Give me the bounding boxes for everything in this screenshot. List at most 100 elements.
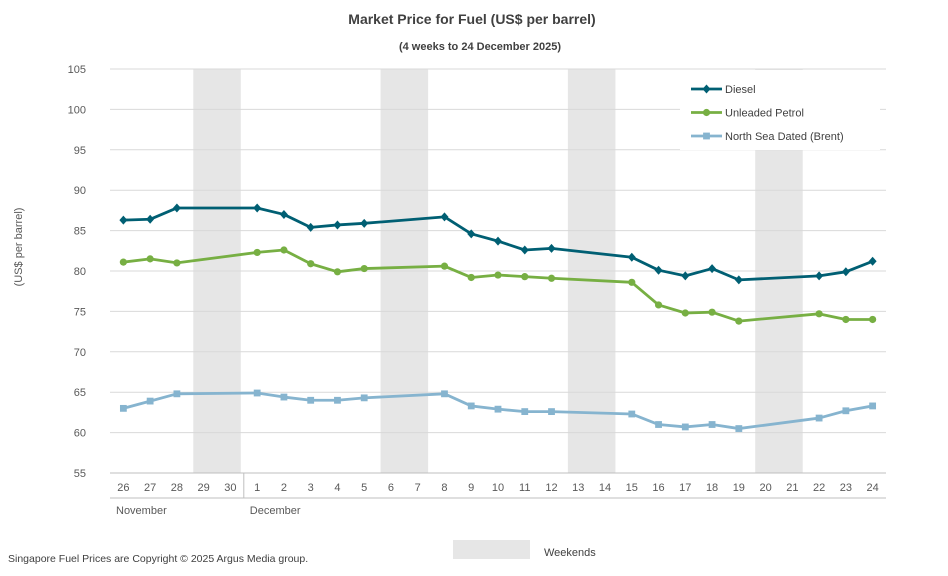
diesel-point: [702, 84, 711, 94]
brent-point: [467, 402, 475, 410]
petrol-point: [307, 260, 315, 268]
brent-point: [681, 423, 689, 431]
petrol-point: [547, 274, 556, 282]
brent-point: [735, 425, 743, 432]
diesel-point: [520, 245, 529, 255]
diesel-point: [681, 271, 690, 281]
petrol-point: [253, 248, 261, 257]
y-tick-label: 85: [74, 226, 86, 238]
diesel-point: [119, 215, 128, 225]
petrol-point: [869, 315, 877, 324]
legend-label: Diesel: [725, 84, 756, 96]
axes: 26 27 28 29 30 1 2 3 4 5 6 7 8 9 10 11 12 13 14 15 16 17 18 19 2…: [110, 472, 886, 517]
diesel-point: [146, 214, 155, 224]
series-group: [119, 203, 877, 285]
diesel-point: [333, 220, 342, 230]
weekend-legend-swatch: [453, 540, 530, 559]
legend-label: North Sea Dated (Brent): [725, 131, 844, 143]
y-tick-label: 100: [68, 104, 86, 116]
brent-point: [253, 389, 261, 397]
x-tick-label: 7: [415, 482, 421, 494]
diesel-point: [841, 267, 850, 277]
x-tick-label: 3: [308, 482, 314, 494]
brent-point: [628, 410, 636, 418]
petrol-point: [628, 278, 636, 286]
diesel-point: [360, 218, 369, 228]
series-group: [119, 389, 877, 432]
x-tick-label: 19: [733, 482, 745, 494]
petrol-point: [173, 259, 181, 267]
petrol-point: [842, 315, 850, 324]
petrol-point: [815, 310, 823, 318]
brent-point: [334, 396, 341, 404]
petrol-point: [735, 317, 743, 325]
diesel-point: [708, 264, 717, 274]
petrol-point: [702, 108, 711, 117]
x-tick-label: 1: [254, 482, 260, 494]
month-label: November: [116, 505, 167, 517]
brent-point: [307, 396, 315, 404]
x-tick-label: 24: [866, 482, 878, 494]
brent-point: [548, 408, 555, 415]
x-tick-label: 10: [492, 482, 504, 494]
brent-point: [441, 390, 448, 398]
x-tick-label: 17: [679, 482, 691, 494]
x-tick-label: 13: [572, 482, 584, 494]
x-tick-label: 2: [281, 482, 287, 494]
brent-point: [815, 414, 823, 422]
diesel-point: [467, 229, 476, 239]
x-tick-label: 15: [626, 482, 638, 494]
x-tick-label: 27: [144, 482, 156, 494]
petrol-point: [440, 262, 449, 270]
brent-point: [360, 394, 368, 402]
x-tick-label: 18: [706, 482, 718, 494]
weekend-legend-label: Weekends: [544, 547, 596, 559]
petrol-point: [119, 258, 127, 266]
diesel-point: [306, 222, 315, 232]
diesel-point: [815, 271, 824, 281]
y-tick-label: 75: [74, 306, 86, 318]
y-tick-label: 90: [74, 185, 86, 197]
diesel-point: [253, 203, 262, 213]
petrol-point: [681, 309, 689, 317]
brent-point: [842, 407, 850, 415]
x-tick-label: 11: [519, 482, 530, 494]
x-tick-label: 16: [652, 482, 664, 494]
x-tick-label: 5: [361, 482, 367, 494]
brent-point: [494, 405, 502, 413]
y-tick-label: 105: [68, 64, 86, 76]
y-tick-label: 55: [74, 468, 86, 480]
diesel-point: [868, 256, 877, 266]
petrol-point: [494, 271, 502, 279]
x-tick-label: 20: [759, 482, 771, 494]
brent-point: [280, 393, 288, 401]
month-label: December: [250, 505, 301, 517]
y-tick-label: 60: [74, 428, 86, 440]
legend: Diesel Unleaded Petrol North Sea Dated (Br…: [680, 70, 880, 150]
diesel-point: [627, 252, 636, 262]
chart-subtitle: (4 weeks to 24 December 2025): [399, 41, 561, 53]
diesel-point: [172, 203, 181, 213]
petrol-point: [467, 273, 475, 282]
y-tick-label: 65: [74, 387, 86, 399]
y-tick-label: 70: [74, 347, 86, 359]
x-tick-label: 14: [599, 482, 611, 494]
brent-point: [173, 390, 181, 398]
x-tick-label: 22: [813, 482, 825, 494]
copyright-note: Singapore Fuel Prices are Copyright © 20…: [8, 553, 308, 565]
x-tick-label: 8: [441, 482, 447, 494]
petrol-point: [280, 246, 288, 254]
chart-title: Market Price for Fuel (US$ per barrel): [348, 11, 595, 27]
x-tick-label: 23: [840, 482, 852, 494]
diesel-point: [654, 265, 663, 275]
diesel-point: [547, 243, 556, 253]
y-axis-label: (US$ per barrel): [13, 208, 25, 287]
diesel-point: [734, 275, 743, 285]
brent-point: [119, 404, 127, 412]
x-tick-label: 4: [334, 482, 340, 494]
legend-label: Unleaded Petrol: [725, 108, 804, 120]
x-tick-label: 26: [117, 482, 129, 494]
diesel-point: [494, 236, 502, 246]
x-tick-label: 28: [171, 482, 183, 494]
